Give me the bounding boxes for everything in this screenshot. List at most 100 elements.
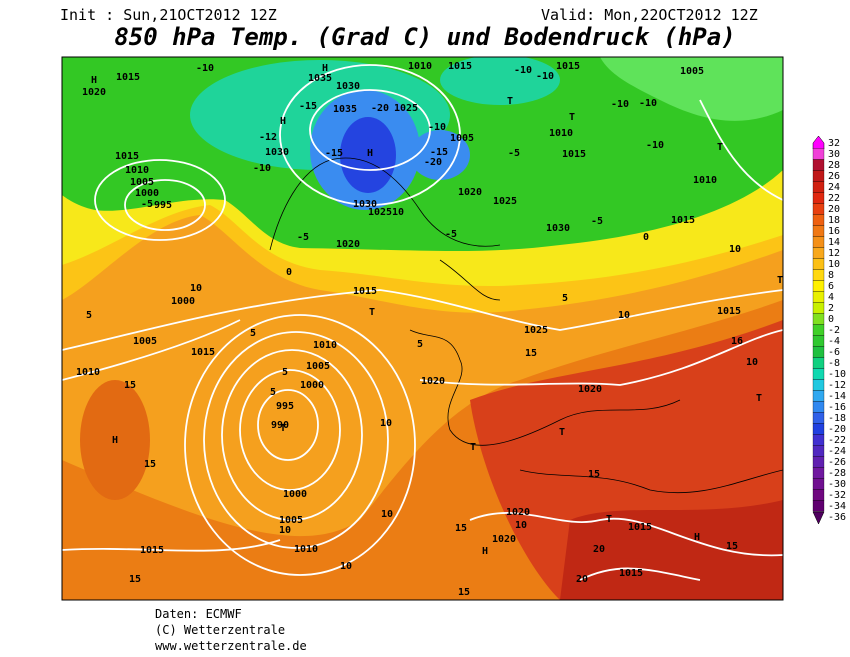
contour-label: 1030 xyxy=(336,81,360,92)
color-scale-label: 28 xyxy=(828,160,840,171)
contour-label: 1010 xyxy=(294,544,318,555)
color-swatch xyxy=(812,357,825,369)
color-scale-label: 18 xyxy=(828,215,840,226)
temp-field xyxy=(340,117,396,193)
color-swatch xyxy=(812,467,825,479)
color-scale-label: 8 xyxy=(828,270,834,281)
contour-label: 15 xyxy=(129,574,141,585)
contour-label: 1010 xyxy=(313,340,337,351)
contour-label: -10 xyxy=(611,99,629,110)
color-scale-label: -36 xyxy=(828,512,846,523)
contour-label: 1000 xyxy=(171,296,195,307)
pressure-center: T xyxy=(606,514,612,525)
contour-label: -5 xyxy=(508,148,520,159)
contour-label: 15 xyxy=(588,469,600,480)
color-scale-label: -10 xyxy=(828,369,846,380)
color-swatch xyxy=(812,247,825,259)
pressure-center: T xyxy=(470,442,476,453)
color-scale-label: 22 xyxy=(828,193,840,204)
contour-label: -15 xyxy=(299,101,317,112)
contour-label: 15 xyxy=(726,541,738,552)
color-swatch xyxy=(812,148,825,160)
contour-label: 1005 xyxy=(133,336,157,347)
contour-label: 5 xyxy=(417,339,423,350)
color-swatch xyxy=(812,203,825,215)
contour-label: -5 xyxy=(141,199,153,210)
color-scale-label: 30 xyxy=(828,149,840,160)
color-scale-label: -32 xyxy=(828,490,846,501)
color-scale-label: 4 xyxy=(828,292,834,303)
contour-label: 10 xyxy=(190,283,202,294)
color-scale-label: 14 xyxy=(828,237,840,248)
contour-label: 16 xyxy=(731,336,743,347)
contour-label: 1020 xyxy=(458,187,482,198)
color-scale-label: 2 xyxy=(828,303,834,314)
color-scale-label: -4 xyxy=(828,336,840,347)
color-swatch xyxy=(812,181,825,193)
contour-label: 1015 xyxy=(671,215,695,226)
pressure-center: T xyxy=(569,112,575,123)
temp-field xyxy=(440,57,560,105)
color-scale-label: -26 xyxy=(828,457,846,468)
contour-label: 1025 xyxy=(394,103,418,114)
color-swatch xyxy=(812,170,825,182)
color-swatch xyxy=(812,478,825,490)
contour-label: 1015 xyxy=(115,151,139,162)
color-swatch xyxy=(812,346,825,358)
color-scale-label: 20 xyxy=(828,204,840,215)
contour-label: 1015 xyxy=(619,568,643,579)
contour-label: 1015 xyxy=(116,72,140,83)
contour-label: 10 xyxy=(729,244,741,255)
contour-label: -5 xyxy=(445,229,457,240)
contour-label: 1030 xyxy=(265,147,289,158)
contour-label: 0 xyxy=(286,267,292,278)
contour-label: 1005 xyxy=(306,361,330,372)
pressure-center: T xyxy=(756,393,762,404)
contour-label: 1025 xyxy=(368,207,392,218)
pressure-center: T xyxy=(369,307,375,318)
contour-label: 1010 xyxy=(408,61,432,72)
color-scale-label: -6 xyxy=(828,347,840,358)
color-swatch xyxy=(812,159,825,171)
contour-label: -10 xyxy=(536,71,554,82)
color-swatch xyxy=(812,379,825,391)
contour-label: 1025 xyxy=(524,325,548,336)
color-scale-label: 26 xyxy=(828,171,840,182)
color-swatch xyxy=(812,313,825,325)
color-scale-label: -34 xyxy=(828,501,846,512)
color-scale-label: -22 xyxy=(828,435,846,446)
contour-label: 10 xyxy=(381,509,393,520)
pressure-center: H xyxy=(91,75,97,86)
temp-field xyxy=(80,380,150,500)
contour-label: 1015 xyxy=(562,149,586,160)
color-scale-label: -18 xyxy=(828,413,846,424)
contour-label: 15 xyxy=(455,523,467,534)
contour-label: 990 xyxy=(271,420,289,431)
contour-label: 0 xyxy=(643,232,649,243)
color-scale-label: 32 xyxy=(828,138,840,149)
contour-label: 1015 xyxy=(556,61,580,72)
pressure-center: T xyxy=(507,96,513,107)
contour-label: 1010 xyxy=(693,175,717,186)
contour-label: 1020 xyxy=(82,87,106,98)
map-title: 850 hPa Temp. (Grad C) und Bodendruck (h… xyxy=(114,23,735,51)
color-swatch xyxy=(812,302,825,314)
contour-label: 10 xyxy=(279,525,291,536)
color-scale-label: 6 xyxy=(828,281,834,292)
color-scale: 32302826242220181614121086420-2-4-6-8-10… xyxy=(812,135,846,525)
contour-label: -5 xyxy=(297,232,309,243)
contour-label: 1020 xyxy=(492,534,516,545)
contour-label: 1035 xyxy=(333,104,357,115)
contour-label: 1005 xyxy=(450,133,474,144)
footer-copyright: (C) Wetterzentrale xyxy=(155,623,285,637)
color-swatch xyxy=(812,214,825,226)
pressure-center: H xyxy=(367,148,373,159)
color-swatch xyxy=(812,489,825,501)
contour-label: 1020 xyxy=(578,384,602,395)
color-scale-label: -16 xyxy=(828,402,846,413)
valid-time: Valid: Mon,22OCT2012 12Z xyxy=(541,6,758,24)
contour-label: 20 xyxy=(593,544,605,555)
color-scale-label: -14 xyxy=(828,391,846,402)
contour-label: 1015 xyxy=(140,545,164,556)
